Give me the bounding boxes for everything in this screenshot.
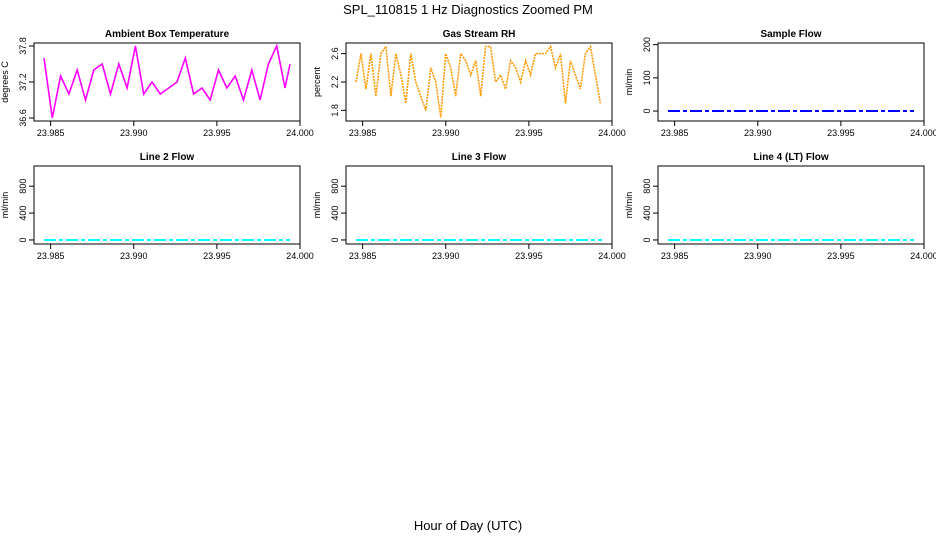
- panel-2-ylabel: percent: [312, 66, 322, 97]
- panel-3-ytick-label: 200: [642, 37, 652, 52]
- page-title: SPL_110815 1 Hz Diagnostics Zoomed PM: [343, 2, 593, 17]
- panel-4-title: Line 2 Flow: [140, 152, 195, 163]
- panel-1-xtick-label: 23.995: [203, 128, 231, 138]
- panel-5-ylabel: ml/min: [312, 192, 322, 219]
- panel-1-xtick-label: 23.990: [120, 128, 148, 138]
- panel-3-ytick-label: 0: [642, 109, 652, 114]
- panel-6-xtick-label: 24.000: [910, 251, 936, 261]
- panel-5-title: Line 3 Flow: [452, 152, 507, 163]
- panel-4-ytick-label: 0: [18, 237, 28, 242]
- panel-1-ylabel: degrees C: [0, 61, 10, 103]
- panel-3-xtick-label: 23.995: [827, 128, 855, 138]
- panel-1-frame: [33, 42, 301, 122]
- panel-4-xtick-label: 23.995: [203, 251, 231, 261]
- panel-4-ylabel: ml/min: [0, 192, 10, 219]
- panel-3-frame: [657, 42, 925, 122]
- panel-5-ytick-label: 800: [330, 179, 340, 194]
- panel-5-ytick-label: 0: [330, 237, 340, 242]
- panel-5-xtick-label: 23.990: [432, 251, 460, 261]
- panel-5-ytick-label: 400: [330, 206, 340, 221]
- panel-2-xtick-label: 23.990: [432, 128, 460, 138]
- panel-6-frame: [657, 165, 925, 245]
- panel-3-xtick-label: 23.985: [661, 128, 689, 138]
- panel-5-frame: [345, 165, 613, 245]
- panel-5-xtick-label: 24.000: [598, 251, 626, 261]
- panel-5-xtick-label: 23.985: [349, 251, 377, 261]
- panel-2-ytick-label: 2.2: [330, 76, 340, 89]
- panel-6-ylabel: ml/min: [624, 192, 634, 219]
- panel-6-xtick-label: 23.985: [661, 251, 689, 261]
- panel-2-series-line: [355, 44, 602, 118]
- panel-3-xtick-label: 23.990: [744, 128, 772, 138]
- panel-1-xtick-label: 23.985: [37, 128, 65, 138]
- panel-6-xtick-label: 23.995: [827, 251, 855, 261]
- panel-2-ytick-label: 2.6: [330, 47, 340, 60]
- panel-3-ylabel: ml/min: [624, 69, 634, 96]
- panel-6-ytick-label: 0: [642, 237, 652, 242]
- panel-2-xtick-label: 23.995: [515, 128, 543, 138]
- panel-4-xtick-label: 23.985: [37, 251, 65, 261]
- panel-3-ytick-label: 100: [642, 70, 652, 85]
- panel-4-xtick-label: 24.000: [286, 251, 314, 261]
- panel-1-series-line: [43, 43, 291, 119]
- panel-2-xtick-label: 23.985: [349, 128, 377, 138]
- panel-2-ytick-label: 1.8: [330, 104, 340, 117]
- panel-4-frame: [33, 165, 301, 245]
- panel-3-xtick-label: 24.000: [910, 128, 936, 138]
- panel-1-ytick-label: 37.8: [18, 37, 28, 55]
- panel-6-xtick-label: 23.990: [744, 251, 772, 261]
- panel-3-title: Sample Flow: [760, 29, 821, 40]
- panel-5-xtick-label: 23.995: [515, 251, 543, 261]
- panel-2-frame: [345, 42, 613, 122]
- x-axis-label: Hour of Day (UTC): [413, 518, 523, 533]
- panel-6-ytick-label: 800: [642, 179, 652, 194]
- panel-1-ytick-label: 36.6: [18, 109, 28, 127]
- panel-1-xtick-label: 24.000: [286, 128, 314, 138]
- panel-6-ytick-label: 400: [642, 206, 652, 221]
- panel-4-ytick-label: 400: [18, 206, 28, 221]
- panel-1-title: Ambient Box Temperature: [105, 29, 230, 40]
- panel-6-title: Line 4 (LT) Flow: [753, 152, 829, 163]
- panel-1-ytick-label: 37.2: [18, 73, 28, 91]
- panel-4-ytick-label: 800: [18, 179, 28, 194]
- panel-4-xtick-label: 23.990: [120, 251, 148, 261]
- panel-2-title: Gas Stream RH: [443, 29, 516, 40]
- panel-2-xtick-label: 24.000: [598, 128, 626, 138]
